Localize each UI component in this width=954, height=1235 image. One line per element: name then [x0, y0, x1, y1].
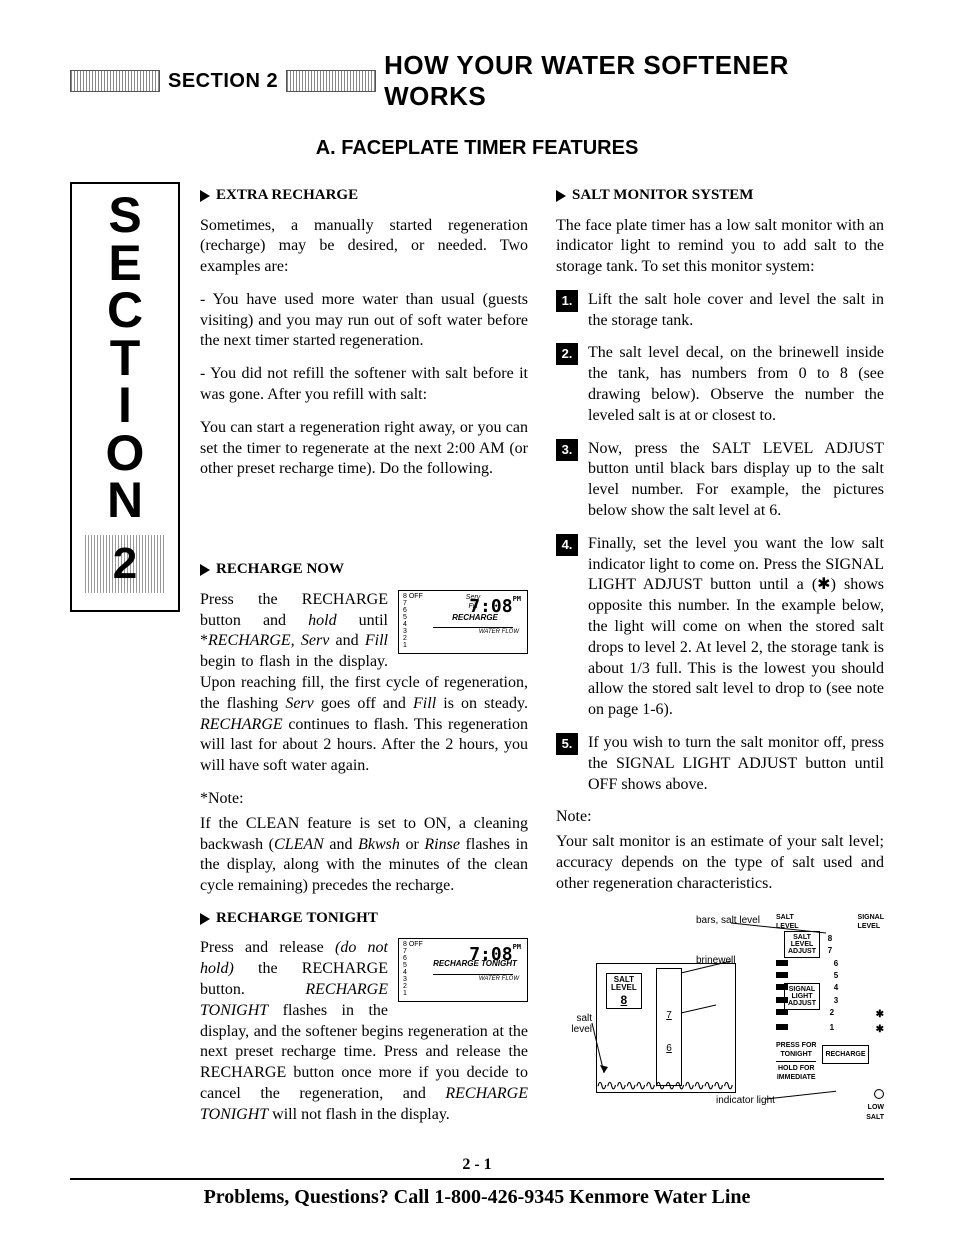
- section-label: SECTION 2: [168, 70, 278, 93]
- low-salt-led: [874, 1089, 884, 1099]
- side-letter: O: [72, 430, 178, 478]
- left-column: EXTRA RECHARGE Sometimes, a manually sta…: [200, 182, 528, 1138]
- salt-diagram: bars, salt level brinewell decal salt le…: [556, 913, 884, 1113]
- step-number: 2.: [556, 343, 578, 365]
- hatch-box-mid: [286, 70, 376, 92]
- step-number: 1.: [556, 290, 578, 312]
- sub-title: A. FACEPLATE TIMER FEATURES: [70, 137, 884, 160]
- step-2: 2. The salt level decal, on the brinewel…: [556, 343, 884, 426]
- para: Sometimes, a manually started regenerati…: [200, 216, 528, 278]
- step-4: 4. Finally, set the level you want the l…: [556, 534, 884, 721]
- step-number: 4.: [556, 534, 578, 556]
- para: You can start a regeneration right away,…: [200, 418, 528, 480]
- side-number: 2: [85, 535, 165, 593]
- salt-level-adjust-button: SALT LEVEL ADJUST: [784, 931, 820, 958]
- low-salt-label: LOW SALT: [866, 1104, 884, 1121]
- step-5: 5. If you wish to turn the salt monitor …: [556, 733, 884, 795]
- right-column: SALT MONITOR SYSTEM The face plate timer…: [556, 182, 884, 1138]
- panel-row: 1✱: [776, 1022, 884, 1037]
- step-3: 3. Now, press the SALT LEVEL ADJUST butt…: [556, 439, 884, 522]
- side-section-marker: S E C T I O N 2: [70, 182, 180, 612]
- signal-light-adjust-button: SIGNAL LIGHT ADJUST: [784, 983, 820, 1010]
- side-letter: T: [72, 335, 178, 383]
- para: If the CLEAN feature is set to ON, a cle…: [200, 814, 528, 897]
- page-number: 2 - 1: [70, 1156, 884, 1174]
- para: - You have used more water than usual (g…: [200, 290, 528, 352]
- main-title: HOW YOUR WATER SOFTENER WORKS: [384, 50, 884, 112]
- para: - You did not refill the softener with s…: [200, 364, 528, 406]
- side-letter: N: [72, 477, 178, 525]
- display-recharge-now: 8 OFF 7 6 5 4 3 2 1 ServFill 7:08PM RECH…: [398, 590, 528, 654]
- side-letter: C: [72, 287, 178, 335]
- note-label: Note:: [556, 807, 884, 828]
- para: Your salt monitor is an estimate of your…: [556, 832, 884, 894]
- panel-row: 6: [776, 958, 884, 970]
- para: The face plate timer has a low salt moni…: [556, 216, 884, 278]
- side-letter: S: [72, 192, 178, 240]
- panel-row: 5: [776, 970, 884, 982]
- side-letter: E: [72, 240, 178, 288]
- hatch-box-left: [70, 70, 160, 92]
- heading-recharge-tonight: RECHARGE TONIGHT: [200, 909, 528, 929]
- heading-salt-monitor: SALT MONITOR SYSTEM: [556, 186, 884, 206]
- note-label: *Note:: [200, 789, 528, 810]
- section-header: SECTION 2 HOW YOUR WATER SOFTENER WORKS: [70, 50, 884, 112]
- heading-recharge-now: RECHARGE NOW: [200, 560, 528, 580]
- recharge-button: RECHARGE: [822, 1045, 868, 1064]
- step-number: 3.: [556, 439, 578, 461]
- side-letter: I: [72, 382, 178, 430]
- footer: Problems, Questions? Call 1-800-426-9345…: [70, 1178, 884, 1209]
- heading-extra-recharge: EXTRA RECHARGE: [200, 186, 528, 206]
- step-number: 5.: [556, 733, 578, 755]
- display-recharge-tonight: 8 OFF 7 6 5 4 3 2 1 7:08PM RECHARGE TONI…: [398, 938, 528, 1002]
- step-1: 1. Lift the salt hole cover and level th…: [556, 290, 884, 332]
